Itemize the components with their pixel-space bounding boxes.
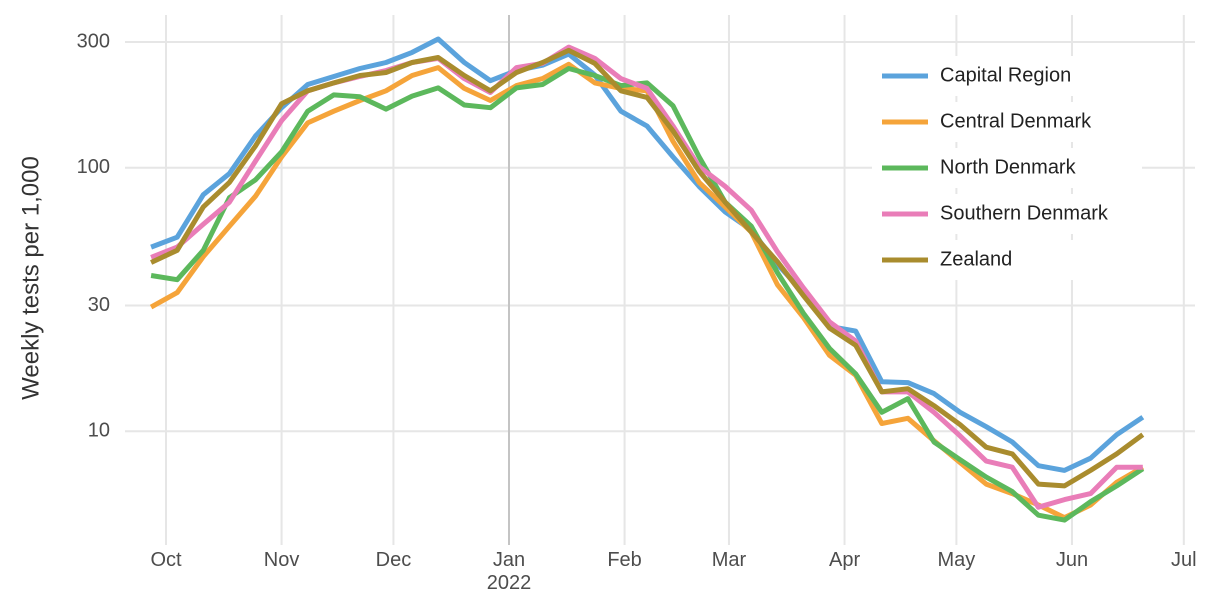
x-tick-label: Feb xyxy=(607,549,642,571)
x-tick-label: Dec xyxy=(375,549,412,571)
y-axis-title: Weekly tests per 1,000 xyxy=(17,156,44,400)
x-tick-label: Jun xyxy=(1055,549,1089,571)
y-tick-label: 300 xyxy=(77,30,110,52)
legend-label: Zealand xyxy=(940,248,1012,270)
x-tick-label: May xyxy=(937,549,976,571)
x-tick-label: Jan 2022 xyxy=(486,549,532,594)
legend-label: Capital Region xyxy=(940,64,1071,86)
x-tick-label: Apr xyxy=(828,549,861,571)
y-tick-label: 100 xyxy=(77,156,110,178)
series-line xyxy=(150,47,1145,489)
series-line xyxy=(150,66,1145,523)
y-tick-label: 10 xyxy=(88,420,110,442)
y-tick-label: 30 xyxy=(88,294,110,316)
x-tick-label: Mar xyxy=(711,549,747,571)
series-line xyxy=(150,36,1145,473)
legend-label: North Denmark xyxy=(940,156,1077,178)
x-tick-label: Nov xyxy=(263,549,300,571)
legend-label: Central Denmark xyxy=(940,110,1092,132)
x-tick-label: Jul xyxy=(1171,549,1197,571)
legend-label: Southern Denmark xyxy=(940,202,1109,224)
x-tick-label: Oct xyxy=(150,549,182,571)
